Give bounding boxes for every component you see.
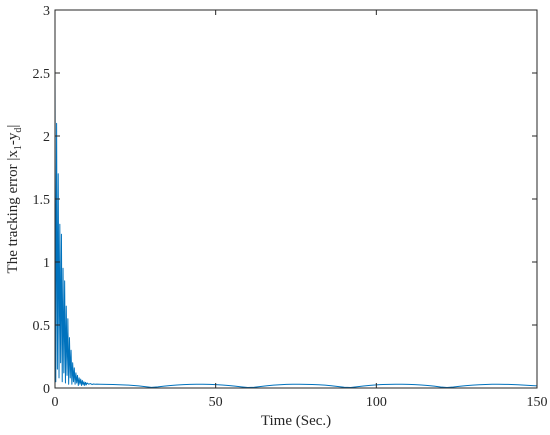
y-tick-label: 2.5 [33, 67, 51, 82]
x-tick-label: 100 [366, 395, 387, 410]
plot-area-background [55, 10, 537, 388]
x-axis-label: Time (Sec.) [261, 413, 331, 429]
y-tick-label: 0 [43, 382, 50, 397]
y-tick-label: 1 [43, 256, 50, 271]
x-tick-label: 0 [52, 395, 59, 410]
x-tick-label: 150 [527, 395, 548, 410]
x-tick-label: 50 [209, 395, 223, 410]
y-tick-label: 3 [43, 4, 50, 19]
y-tick-label: 1.5 [33, 193, 51, 208]
y-tick-label: 0.5 [33, 319, 51, 334]
series-line [54, 70, 538, 388]
y-axis-label: The tracking error |x1-yd| [5, 125, 24, 274]
y-tick-label: 2 [43, 130, 50, 145]
x-axis-ticks: 0 50 100 150 [52, 10, 548, 410]
series-layer [54, 70, 538, 388]
y-axis-ticks: 0 0.5 1 1.5 2 2.5 3 [33, 4, 537, 397]
